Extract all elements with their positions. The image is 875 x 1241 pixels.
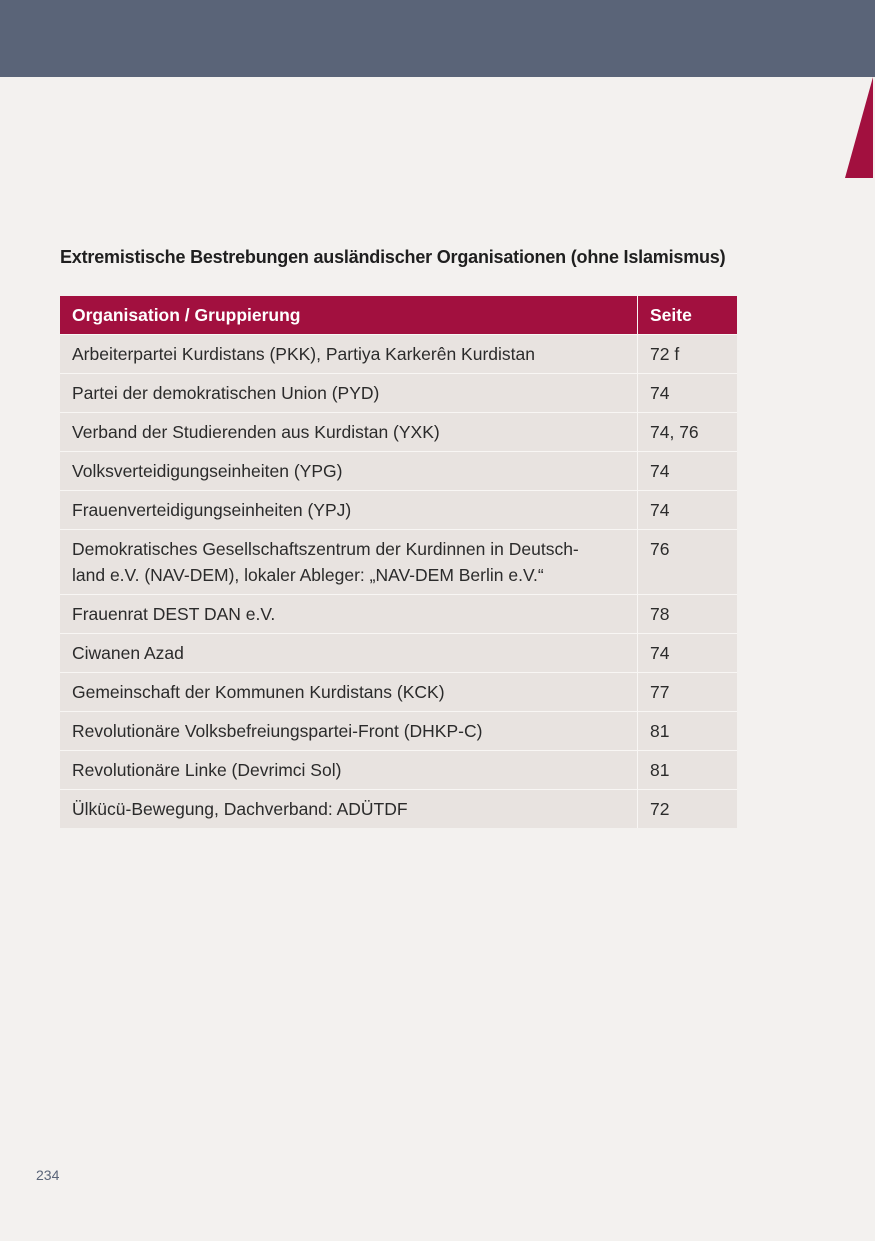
table-row: Frauenverteidigungseinheiten (YPJ) 74 bbox=[60, 490, 737, 530]
table-row: Demokratisches Gesellschaftszentrum der … bbox=[60, 529, 737, 595]
table-cell: Revolutionäre Volksbefreiungspartei-Fron… bbox=[60, 711, 638, 751]
table-cell: Volksverteidigungseinheiten (YPG) bbox=[60, 451, 638, 491]
header-band bbox=[0, 0, 875, 77]
page-number: 234 bbox=[36, 1167, 60, 1183]
table-cell: Demokratisches Gesellschaftszentrum der … bbox=[60, 529, 638, 595]
table-row: Ciwanen Azad 74 bbox=[60, 633, 737, 673]
table-row: Arbeiterpartei Kurdistans (PKK), Partiya… bbox=[60, 334, 737, 374]
header-cell: Organisation / Gruppierung bbox=[60, 296, 638, 335]
table-cell: Frauenrat DEST DAN e.V. bbox=[60, 594, 638, 634]
table-cell: 74 bbox=[637, 373, 737, 413]
table-cell: 76 bbox=[637, 529, 737, 595]
table: Organisation / Gruppierung Seite Arbeite… bbox=[60, 296, 737, 828]
table-cell: Ülkücü-Bewegung, Dachverband: ADÜTDF bbox=[60, 789, 638, 828]
header-cell: Seite bbox=[637, 296, 737, 335]
table-row: Revolutionäre Linke (Devrimci Sol) 81 bbox=[60, 750, 737, 790]
table-cell: Partei der demokratischen Union (PYD) bbox=[60, 373, 638, 413]
table-row: Frauenrat DEST DAN e.V. 78 bbox=[60, 594, 737, 634]
corner-mark bbox=[845, 77, 873, 178]
table-title: Extremistische Bestrebungen ausländische… bbox=[60, 247, 726, 267]
table-row: Partei der demokratischen Union (PYD) 74 bbox=[60, 373, 737, 413]
header-row: Organisation / Gruppierung Seite bbox=[60, 296, 737, 335]
table-cell: Revolutionäre Linke (Devrimci Sol) bbox=[60, 750, 638, 790]
table-row: Verband der Studierenden aus Kurdistan (… bbox=[60, 412, 737, 452]
table-cell: 74 bbox=[637, 451, 737, 491]
table-cell: Verband der Studierenden aus Kurdistan (… bbox=[60, 412, 638, 452]
table-row: Ülkücü-Bewegung, Dachverband: ADÜTDF 72 bbox=[60, 789, 737, 828]
table-cell: 72 f bbox=[637, 334, 737, 374]
table-cell: Ciwanen Azad bbox=[60, 633, 638, 673]
table-row: Revolutionäre Volksbefreiungspartei-Fron… bbox=[60, 711, 737, 751]
table-cell: 81 bbox=[637, 750, 737, 790]
table-cell: Arbeiterpartei Kurdistans (PKK), Partiya… bbox=[60, 334, 638, 374]
table-cell: 74, 76 bbox=[637, 412, 737, 452]
table-row: Gemeinschaft der Kommunen Kurdistans (KC… bbox=[60, 672, 737, 712]
table-cell: 72 bbox=[637, 789, 737, 828]
table-cell: 81 bbox=[637, 711, 737, 751]
table-cell: 78 bbox=[637, 594, 737, 634]
table-cell: 74 bbox=[637, 490, 737, 530]
table-cell: 77 bbox=[637, 672, 737, 712]
table-row: Volksverteidigungseinheiten (YPG) 74 bbox=[60, 451, 737, 491]
table-cell: 74 bbox=[637, 633, 737, 673]
table-cell: Gemeinschaft der Kommunen Kurdistans (KC… bbox=[60, 672, 638, 712]
table-cell: Frauenverteidigungseinheiten (YPJ) bbox=[60, 490, 638, 530]
